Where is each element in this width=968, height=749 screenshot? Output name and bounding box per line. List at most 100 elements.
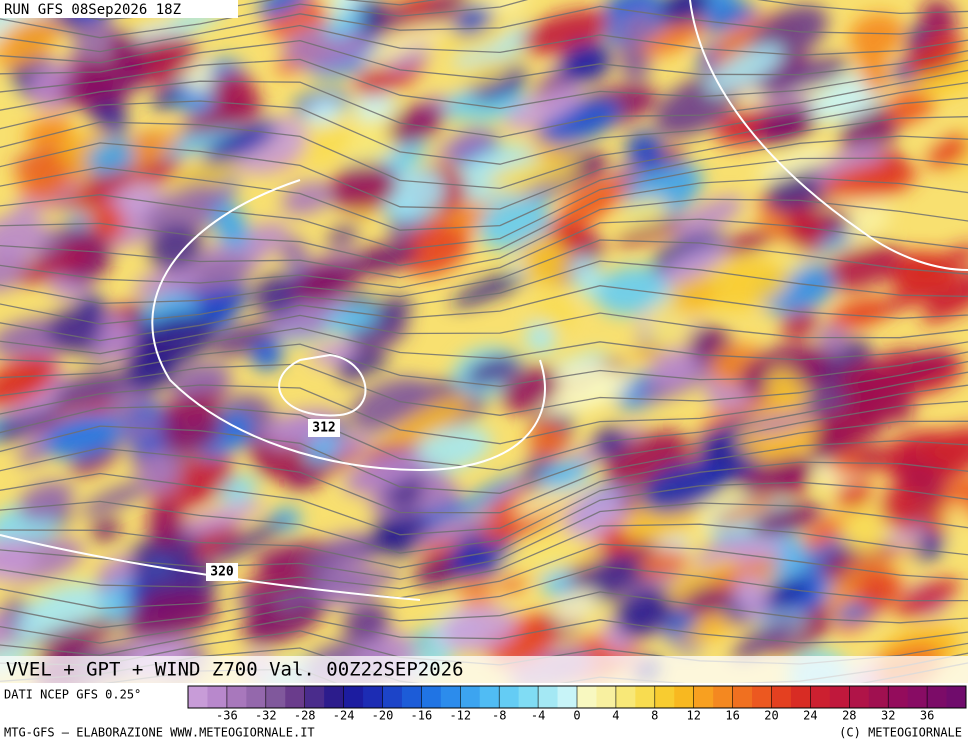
field-blob: [16, 246, 94, 284]
field-blob: [143, 184, 228, 240]
field-blob: [388, 103, 444, 145]
field-blob: [802, 385, 850, 418]
colorbar: -36 -32 -28 -24 -20 -16 -12 -8 -4 0 4 8 12 16 20 24 28 32…: [187, 685, 967, 723]
contour-label-box: [206, 563, 238, 581]
field-blob: [24, 116, 73, 150]
colorbar-swatch: [907, 686, 928, 708]
field-blob: [695, 257, 790, 310]
field-blob: [765, 368, 804, 415]
field-blob: [718, 230, 774, 256]
field-blob: [618, 11, 656, 43]
field-blob: [207, 520, 286, 565]
field-blob: [150, 454, 235, 512]
streamline: [0, 343, 968, 388]
streamline: [0, 198, 968, 279]
streamline: [0, 312, 968, 355]
field-blob: [47, 306, 103, 354]
field-blob: [252, 274, 300, 317]
colorbar-swatch: [538, 686, 559, 708]
colorbar-swatch: [946, 686, 967, 708]
colorbar-swatch: [285, 686, 306, 708]
field-blob: [637, 548, 690, 576]
streamline: [0, 260, 968, 325]
copyright-label: (C) METEOGIORNALE: [839, 726, 962, 740]
field-blob: [387, 395, 471, 446]
colorbar-swatch: [868, 686, 889, 708]
contours: [0, 0, 968, 601]
streamline: [0, 157, 968, 251]
field-blobs: [0, 0, 968, 683]
field-blob: [697, 388, 778, 433]
field-blob: [288, 260, 363, 303]
streamline: [0, 502, 968, 580]
field-blob: [656, 243, 729, 286]
field-blob: [358, 533, 404, 554]
streamline: [0, 461, 968, 554]
field-blob: [86, 139, 135, 176]
field-blob: [906, 33, 965, 78]
streamline: [0, 543, 968, 609]
streamline: [0, 0, 968, 39]
streamline: [0, 24, 968, 64]
field-blob: [619, 45, 651, 82]
field-blob: [503, 534, 589, 577]
colorbar-swatch: [693, 686, 714, 708]
colorbar-swatch: [421, 686, 442, 708]
colorbar-tick-label: -28: [294, 709, 316, 723]
streamline: [0, 176, 968, 267]
field-blob: [354, 87, 395, 125]
source-label: DATI NCEP GFS 0.25°: [4, 688, 141, 702]
field-blob: [146, 504, 184, 545]
field-blob: [823, 243, 903, 291]
streamline: [0, 400, 968, 494]
colorbar-swatch: [518, 686, 539, 708]
streamline: [0, 371, 968, 445]
field-blob: [375, 20, 454, 53]
streamline: [0, 5, 968, 53]
title-box: [0, 656, 968, 685]
credit-label: MTG-GFS – ELABORAZIONE WWW.METEOGIORNALE…: [4, 726, 315, 740]
field-blob: [570, 254, 605, 300]
field-blob: [841, 551, 894, 578]
field-blob: [695, 3, 759, 32]
field-blob: [553, 588, 599, 625]
colorbar-swatch: [324, 686, 345, 708]
field-blob: [159, 392, 228, 415]
colorbar-swatch: [304, 686, 325, 708]
field-blob: [412, 514, 497, 546]
field-blob: [435, 131, 494, 160]
colorbar-swatch: [499, 686, 520, 708]
streamline: [0, 58, 968, 110]
colorbar-tick-label: 0: [573, 709, 580, 723]
colorbar-tick-label: -20: [372, 709, 394, 723]
colorbar-tick-label: 36: [920, 709, 934, 723]
field-blob: [17, 442, 50, 465]
field-blob: [731, 617, 800, 661]
field-blob: [830, 298, 890, 329]
field-blob: [920, 287, 968, 325]
colorbar-tick-label: 20: [764, 709, 778, 723]
field-blob: [117, 420, 164, 441]
streamline: [0, 565, 968, 629]
field-blob: [71, 168, 139, 208]
field-blob: [453, 26, 541, 67]
field-blob: [893, 250, 950, 292]
field-blob: [260, 408, 341, 448]
streamline: [0, 116, 968, 210]
field-blob: [750, 503, 824, 536]
field-blob: [445, 91, 479, 120]
colorbar-swatch: [615, 686, 636, 708]
field-blob: [734, 574, 769, 620]
run-label: RUN GFS 08Sep2026 18Z: [4, 2, 181, 18]
field-blob: [323, 9, 367, 39]
colorbar-swatch: [829, 686, 850, 708]
field-blob: [0, 539, 39, 581]
colorbar-swatch: [207, 686, 228, 708]
field-blob: [91, 518, 121, 542]
field-blob: [305, 98, 343, 126]
field-blob: [539, 460, 590, 490]
colorbar-swatch: [732, 686, 753, 708]
field-blob: [80, 480, 153, 516]
field-blob: [326, 223, 360, 248]
field-blob: [458, 572, 495, 612]
